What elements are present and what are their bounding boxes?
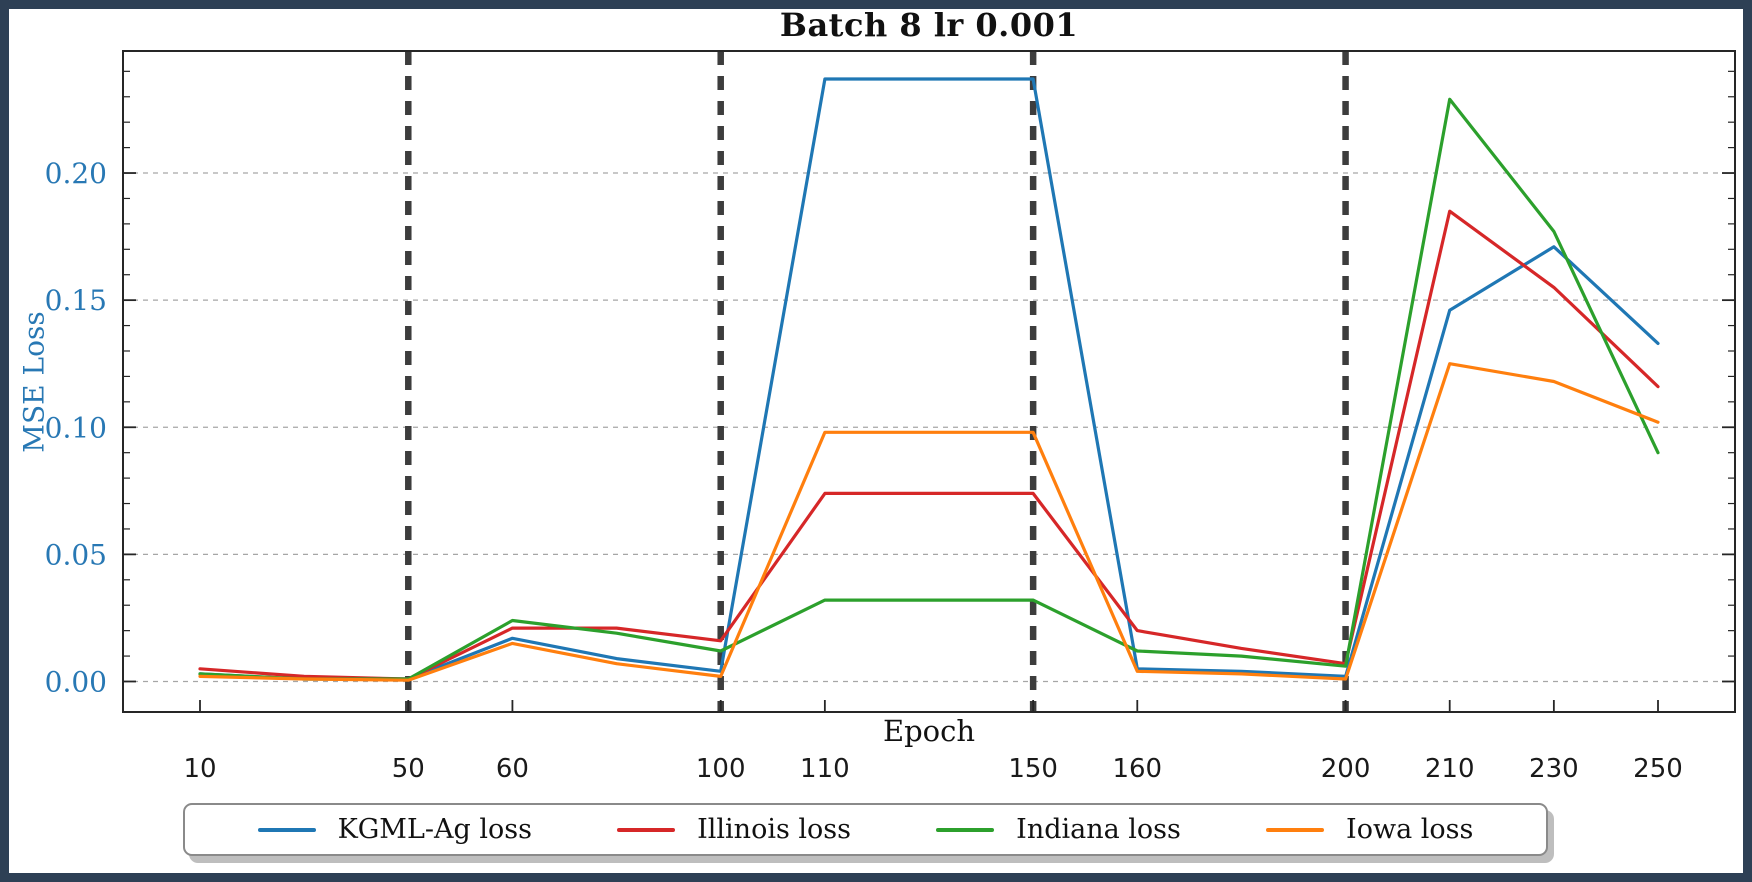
legend-line-swatch [617, 827, 676, 832]
legend-item-kgml-ag-loss: KGML-Ag loss [257, 814, 532, 845]
x-tick-label: 150 [1008, 754, 1058, 784]
legend-label: Illinois loss [697, 814, 852, 845]
series-line-kgml-ag-loss [198, 77, 1660, 681]
y-tick-label: 0.15 [45, 284, 107, 317]
x-tick-label: 230 [1529, 754, 1579, 784]
x-tick-label: 100 [696, 754, 746, 784]
legend-line-swatch [936, 827, 995, 832]
legend-line-swatch [257, 827, 316, 832]
legend-line-swatch [1266, 827, 1325, 832]
y-tick-label: 0.00 [45, 665, 107, 698]
x-tick-label: 50 [392, 754, 425, 784]
x-tick-label: 250 [1633, 754, 1683, 784]
chart-title: Batch 8 lr 0.001 [779, 6, 1079, 44]
legend-label: Indiana loss [1016, 814, 1181, 845]
x-tick-label: 10 [183, 754, 216, 784]
legend-item-iowa-loss: Iowa loss [1266, 814, 1473, 845]
x-tick-label: 110 [800, 754, 850, 784]
plot-spines [122, 50, 1736, 713]
x-tick-label: 210 [1425, 754, 1475, 784]
x-axis-label: Epoch [882, 714, 976, 748]
legend-item-indiana-loss: Indiana loss [936, 814, 1181, 845]
legend-label: KGML-Ag loss [337, 814, 532, 845]
y-tick-label: 0.10 [45, 411, 107, 444]
legend: KGML-Ag loss Illinois loss Indiana loss Iow… [183, 803, 1548, 856]
series-line-indiana-loss [198, 97, 1660, 681]
y-axis-label: MSE Loss [17, 311, 51, 453]
x-tick-label: 160 [1112, 754, 1162, 784]
legend-label: Iowa loss [1346, 814, 1474, 845]
y-tick-label: 0.20 [45, 157, 107, 190]
legend-item-illinois-loss: Illinois loss [617, 814, 851, 845]
series-line-iowa-loss [198, 362, 1660, 682]
y-tick-label: 0.05 [45, 538, 107, 571]
x-tick-label: 200 [1321, 754, 1371, 784]
series-line-illinois-loss [198, 209, 1660, 681]
x-tick-label: 60 [496, 754, 529, 784]
